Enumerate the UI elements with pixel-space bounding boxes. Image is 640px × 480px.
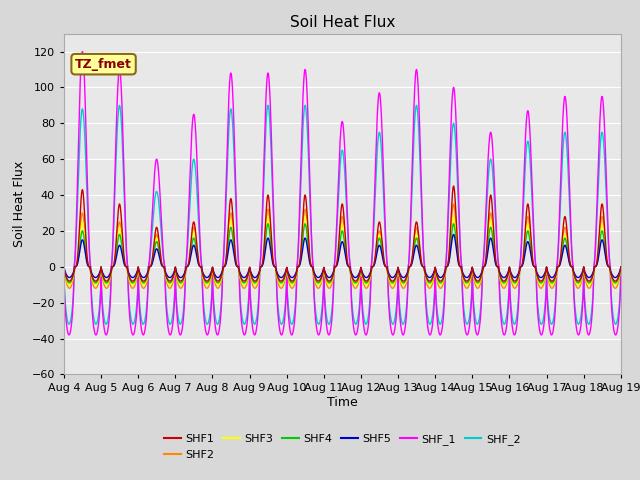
SHF3 [322, 275, 330, 281]
SHF_1 [467, 302, 475, 308]
SHF3 [499, 281, 507, 287]
Line: SHF2: SHF2 [64, 204, 621, 288]
SHF_2 [616, 287, 624, 292]
SHF3 [160, 264, 168, 270]
X-axis label: Time: Time [327, 396, 358, 409]
SHF1 [436, 278, 444, 284]
SHF1 [160, 264, 168, 270]
SHF2 [322, 277, 330, 283]
SHF_2 [160, 261, 168, 266]
SHF4 [322, 274, 330, 280]
SHF5 [60, 264, 68, 270]
SHF_2 [467, 296, 475, 302]
SHF_2 [436, 321, 444, 327]
SHF2 [616, 269, 624, 275]
SHF3 [617, 264, 625, 270]
Line: SHF1: SHF1 [64, 186, 621, 281]
SHF3 [616, 268, 624, 274]
Line: SHF4: SHF4 [64, 224, 621, 283]
SHF1 [616, 268, 624, 274]
SHF4 [467, 271, 475, 276]
SHF1 [450, 183, 458, 189]
SHF_1 [79, 48, 86, 54]
Line: SHF3: SHF3 [64, 216, 621, 285]
SHF2 [436, 286, 444, 291]
SHF_1 [60, 264, 68, 270]
Legend: SHF1, SHF2, SHF3, SHF4, SHF5, SHF_1, SHF_2: SHF1, SHF2, SHF3, SHF4, SHF5, SHF_1, SHF… [160, 430, 525, 464]
SHF4 [499, 279, 507, 285]
SHF_2 [413, 102, 420, 108]
SHF_2 [499, 319, 507, 324]
SHF1 [500, 278, 508, 284]
SHF4 [301, 221, 309, 227]
SHF1 [617, 264, 625, 270]
SHF3 [467, 272, 475, 277]
SHF_2 [322, 305, 330, 311]
SHF3 [436, 282, 444, 288]
Title: Soil Heat Flux: Soil Heat Flux [290, 15, 395, 30]
SHF5 [322, 270, 330, 276]
SHF5 [499, 275, 507, 280]
SHF4 [617, 264, 625, 270]
SHF_2 [548, 321, 556, 327]
SHF5 [467, 268, 475, 274]
SHF_1 [616, 291, 624, 297]
SHF3 [60, 264, 68, 270]
Line: SHF_2: SHF_2 [64, 105, 621, 324]
SHF_1 [436, 332, 444, 338]
SHF_2 [617, 264, 625, 270]
SHF_1 [161, 260, 168, 266]
Line: SHF_1: SHF_1 [64, 51, 621, 335]
Y-axis label: Soil Heat Flux: Soil Heat Flux [13, 161, 26, 247]
SHF2 [500, 286, 508, 291]
SHF2 [450, 201, 458, 207]
SHF3 [301, 214, 309, 219]
SHF5 [616, 267, 624, 273]
SHF1 [60, 264, 68, 270]
SHF_1 [499, 329, 507, 335]
Line: SHF5: SHF5 [64, 235, 621, 277]
SHF5 [450, 232, 458, 238]
SHF_1 [322, 314, 330, 320]
SHF4 [160, 264, 168, 270]
SHF4 [616, 268, 624, 274]
SHF4 [436, 280, 444, 286]
SHF1 [467, 270, 475, 276]
SHF5 [617, 264, 625, 270]
Text: TZ_fmet: TZ_fmet [75, 58, 132, 71]
SHF_1 [548, 332, 556, 338]
SHF2 [60, 264, 68, 270]
SHF1 [499, 278, 507, 284]
SHF4 [60, 264, 68, 270]
SHF_1 [617, 264, 625, 270]
SHF2 [617, 264, 625, 270]
SHF3 [500, 282, 508, 288]
SHF2 [160, 264, 168, 270]
SHF4 [500, 280, 508, 286]
SHF5 [500, 275, 508, 280]
SHF5 [436, 275, 444, 280]
SHF5 [160, 264, 168, 270]
SHF_2 [60, 264, 68, 270]
SHF2 [467, 273, 475, 279]
SHF1 [322, 273, 330, 278]
SHF2 [499, 285, 507, 290]
